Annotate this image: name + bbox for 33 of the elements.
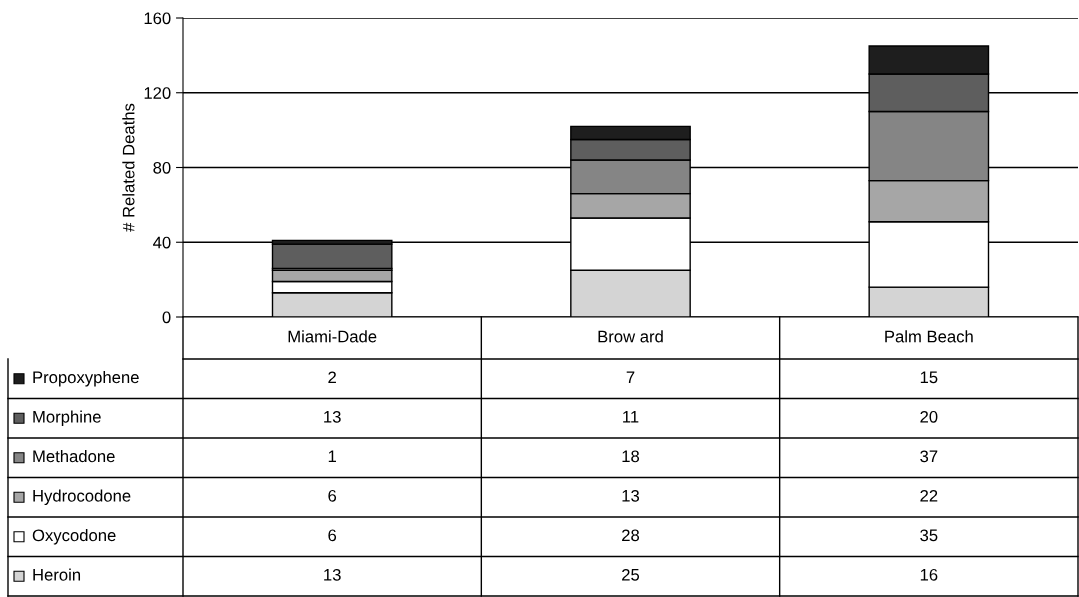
data-label: 13 xyxy=(622,489,640,502)
legend-label: Methadone xyxy=(33,449,115,463)
legend-label: Propoxyphene xyxy=(33,370,139,387)
legend-label: Morphine xyxy=(33,410,101,427)
data-label: 37 xyxy=(920,450,938,463)
y-tick-label: 120 xyxy=(144,87,171,99)
y-tick-label: 80 xyxy=(153,161,171,174)
y-tick-label: 40 xyxy=(153,236,171,249)
data-label: 2 xyxy=(328,371,336,384)
data-label: 22 xyxy=(920,489,938,502)
data-label: 13 xyxy=(324,568,341,581)
data-label: 11 xyxy=(623,411,639,423)
legend-label: Oxycodone xyxy=(32,528,116,545)
x-tick-label: Palm Beach xyxy=(885,330,973,343)
legend-label: Hydrocodone xyxy=(33,489,131,506)
data-label: 16 xyxy=(920,568,938,581)
y-tick-label: 0 xyxy=(162,311,171,324)
data-label: 20 xyxy=(920,410,938,423)
x-tick-label: Brow ard xyxy=(598,330,663,343)
data-label: 6 xyxy=(328,529,337,542)
x-tick-label: Miami-Dade xyxy=(288,330,377,343)
data-label: 25 xyxy=(622,568,640,581)
data-label: 7 xyxy=(626,371,635,384)
legend-label: Heroin xyxy=(33,568,81,581)
data-label: 1 xyxy=(328,450,336,463)
y-axis-title: # Related Deaths xyxy=(122,103,135,232)
data-label: 15 xyxy=(920,371,938,384)
y-tick-label: 160 xyxy=(144,12,171,25)
data-label: 13 xyxy=(324,410,341,423)
data-label: 28 xyxy=(622,529,640,542)
data-label: 6 xyxy=(328,489,337,502)
data-label: 35 xyxy=(920,529,938,542)
data-label: 18 xyxy=(622,450,640,463)
